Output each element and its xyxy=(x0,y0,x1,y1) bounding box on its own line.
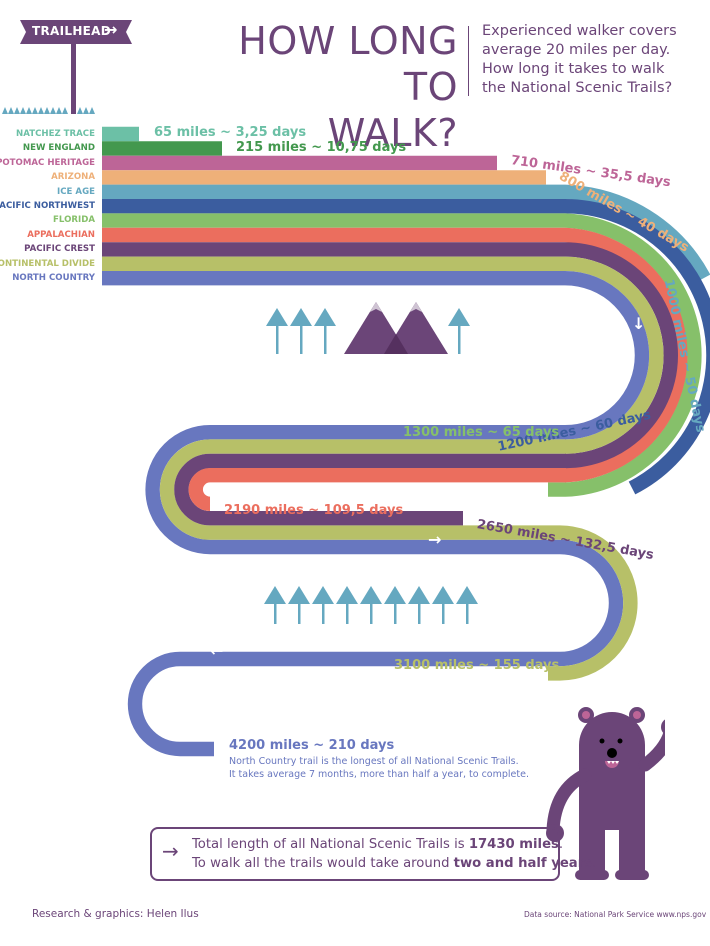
total-miles: 17430 miles xyxy=(468,837,559,852)
sign-arrow-icon: → xyxy=(104,20,118,39)
trail-ice-age xyxy=(102,184,710,282)
trail-name-arizona: ARIZONA xyxy=(51,172,95,182)
mileage-florida: 1300 miles ~ 65 days xyxy=(403,425,560,440)
trail-name-natchez-trace: NATCHEZ TRACE xyxy=(16,129,95,139)
mileage-new-england: 215 miles ~ 10,75 days xyxy=(236,140,407,155)
mileage-natchez-trace: 65 miles ~ 3,25 days xyxy=(154,125,307,140)
trailhead-sign: TRAILHEAD → xyxy=(20,20,132,44)
grass-icon xyxy=(2,107,95,114)
trail-name-north-country: NORTH COUNTRY xyxy=(12,273,95,283)
mileage-appalachian: 2190 miles ~ 109,5 days xyxy=(224,503,404,518)
trail-name-potomac-heritage: POTOMAC HERITAGE xyxy=(0,158,95,168)
forest-mountains-icon xyxy=(266,302,470,354)
subtitle-line: Experienced walker covers xyxy=(482,23,677,39)
subtitle-line: How long it takes to walk xyxy=(482,61,665,77)
mileage-continental-divide: 3100 miles ~ 155 days xyxy=(394,658,560,673)
summary-arrow-icon: → xyxy=(162,839,179,863)
sign-post xyxy=(71,44,76,114)
arrow-left-icon: ← xyxy=(210,641,224,660)
note-line: It takes average 7 months, more than hal… xyxy=(229,769,529,780)
trail-continental-divide xyxy=(102,256,664,454)
summary-line2: To walk all the trails would take around xyxy=(192,856,454,871)
data-source-text: Data source: National Park Service www.n… xyxy=(524,910,707,919)
sign-banner-icon xyxy=(20,20,132,44)
note-line: North Country trail is the longest of al… xyxy=(229,756,519,767)
trail-name-pacific-crest: PACIFIC CREST xyxy=(24,244,95,254)
subtitle: Experienced walker covers average 20 mil… xyxy=(482,22,710,98)
arrow-down-icon: ↓ xyxy=(632,314,646,333)
trees-icon xyxy=(264,586,478,624)
north-country-note: North Country trail is the longest of al… xyxy=(229,755,529,781)
trail-name-new-england: NEW ENGLAND xyxy=(22,143,95,153)
mileage-north-country: 4200 miles ~ 210 days xyxy=(229,738,395,753)
trail-name-ice-age: ICE AGE xyxy=(57,187,95,197)
bear-mascot-icon xyxy=(546,707,665,880)
punct: . xyxy=(558,837,564,852)
trail-florida xyxy=(102,213,702,497)
arrow-right-icon: → xyxy=(428,530,442,549)
subtitle-line: average 20 miles per day. xyxy=(482,42,671,58)
trail-name-appalachian: APPALACHIAN xyxy=(27,230,95,240)
title-divider xyxy=(468,26,469,96)
page-title: HOW LONG TO WALK? xyxy=(200,18,458,156)
title-line-1: HOW LONG TO xyxy=(238,19,458,109)
summary-text: Total length of all National Scenic Trai… xyxy=(192,835,596,873)
punct: . xyxy=(592,856,597,871)
trail-name-pacific-northwest: PACIFIC NORTHWEST xyxy=(0,201,95,211)
credit-text: Research & graphics: Helen Ilus xyxy=(32,908,199,920)
title-line-2: WALK? xyxy=(327,111,458,155)
subtitle-line: the National Scenic Trails? xyxy=(482,80,673,96)
trail-pacific-northwest xyxy=(102,199,710,495)
total-time: two and half years xyxy=(453,856,593,871)
trail-north-country xyxy=(102,271,650,440)
sign-label: TRAILHEAD xyxy=(32,24,112,38)
summary-line1: Total length of all National Scenic Trai… xyxy=(192,837,469,852)
summary-box: → Total length of all National Scenic Tr… xyxy=(150,827,596,881)
trail-name-continental-divide: CONTINENTAL DIVIDE xyxy=(0,259,95,269)
trail-name-florida: FLORIDA xyxy=(53,215,95,225)
